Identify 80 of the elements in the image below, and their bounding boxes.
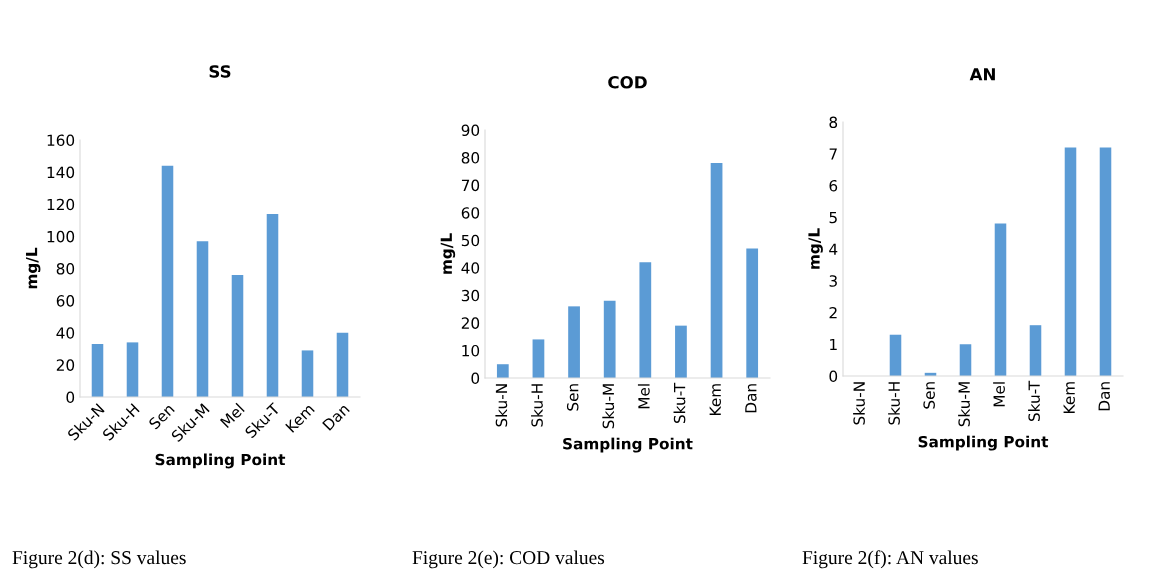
x-tick-label: Sku-T <box>673 382 686 424</box>
bar <box>266 213 279 397</box>
x-tick-label: Mel <box>219 402 245 429</box>
bar <box>568 306 580 378</box>
y-tick-label: 5 <box>829 211 837 224</box>
y-tick-label: 3 <box>829 275 837 287</box>
bar <box>959 344 972 376</box>
bar <box>301 350 314 397</box>
bar <box>496 364 509 378</box>
y-tick-label: 6 <box>829 179 838 192</box>
x-tick-label: Mel <box>993 382 1005 407</box>
x-axis-title: Sampling Point <box>563 437 693 453</box>
x-tick-label: Sku-N <box>495 384 508 427</box>
x-tick-label: Kem <box>1063 382 1075 413</box>
y-tick-label: 4 <box>829 243 838 255</box>
x-tick-label: Sku-M <box>602 384 615 429</box>
bar <box>639 262 652 378</box>
x-tick-label: Mel <box>637 384 650 409</box>
y-tick-label: 30 <box>461 289 480 302</box>
bar <box>161 165 174 397</box>
bar <box>126 342 139 397</box>
y-tick-label: 0 <box>829 370 838 383</box>
y-tick-label: 80 <box>56 262 75 275</box>
caption: Figure 2(d): SS values <box>12 550 186 569</box>
bar <box>231 274 244 397</box>
y-tick-label: 40 <box>461 262 480 274</box>
bar <box>675 325 687 378</box>
x-tick-label: Sku-H <box>531 384 543 427</box>
x-tick-label: Sen <box>923 382 935 409</box>
bar <box>746 248 759 378</box>
y-tick-label: 120 <box>47 198 75 211</box>
bar <box>91 343 104 397</box>
x-tick-label: Dan <box>322 403 350 431</box>
bar <box>1064 147 1077 376</box>
bar <box>336 332 349 397</box>
x-tick-label: Dan <box>1098 382 1110 411</box>
chart-title: COD <box>608 75 647 89</box>
y-tick-label: 60 <box>56 295 75 307</box>
y-axis-title: mg/L <box>440 233 456 274</box>
y-tick-label: 1 <box>830 338 837 351</box>
x-tick-label: Sku-H <box>888 382 900 425</box>
x-tick-label: Sku-T <box>1028 380 1040 422</box>
caption: Figure 2(f): AN values <box>802 550 978 569</box>
y-tick-label: 100 <box>47 230 75 243</box>
y-tick-label: 0 <box>66 391 75 404</box>
y-tick-label: 160 <box>47 134 75 147</box>
y-tick-label: 40 <box>56 327 75 339</box>
y-tick-label: 0 <box>471 372 480 385</box>
y-tick-label: 140 <box>47 166 75 179</box>
y-axis-title: mg/L <box>25 247 41 289</box>
caption: Figure 2(e): COD values <box>412 550 605 569</box>
chart-title: SS <box>209 65 231 78</box>
y-axis-title: mg/L <box>808 228 823 269</box>
y-tick-label: 8 <box>829 116 838 129</box>
y-tick-label: 50 <box>461 234 480 247</box>
y-tick-label: 2 <box>829 306 837 319</box>
x-axis-title: Sampling Point <box>918 435 1049 451</box>
y-tick-label: 20 <box>461 317 480 329</box>
bar <box>1029 325 1042 376</box>
x-tick-label: Kem <box>709 384 721 415</box>
y-tick-label: 7 <box>829 148 837 160</box>
bar <box>889 334 902 376</box>
x-axis-title: Sampling Point <box>155 453 286 469</box>
bar <box>1099 147 1112 376</box>
bar <box>994 223 1007 376</box>
y-tick-label: 90 <box>461 124 480 137</box>
bar <box>710 163 723 378</box>
x-tick-label: Sen <box>566 384 579 411</box>
x-tick-label: Dan <box>745 384 757 413</box>
chart-title: AN <box>969 68 995 81</box>
x-tick-label: Sku-N <box>853 382 865 425</box>
y-tick-label: 20 <box>56 359 75 371</box>
y-tick-label: 60 <box>461 207 480 219</box>
y-tick-label: 10 <box>462 344 480 357</box>
x-tick-label: Sku-M <box>958 382 970 427</box>
y-tick-label: 80 <box>461 152 480 164</box>
bar <box>532 339 545 378</box>
bar <box>196 241 209 397</box>
bar <box>603 300 616 378</box>
y-tick-label: 70 <box>461 179 480 192</box>
